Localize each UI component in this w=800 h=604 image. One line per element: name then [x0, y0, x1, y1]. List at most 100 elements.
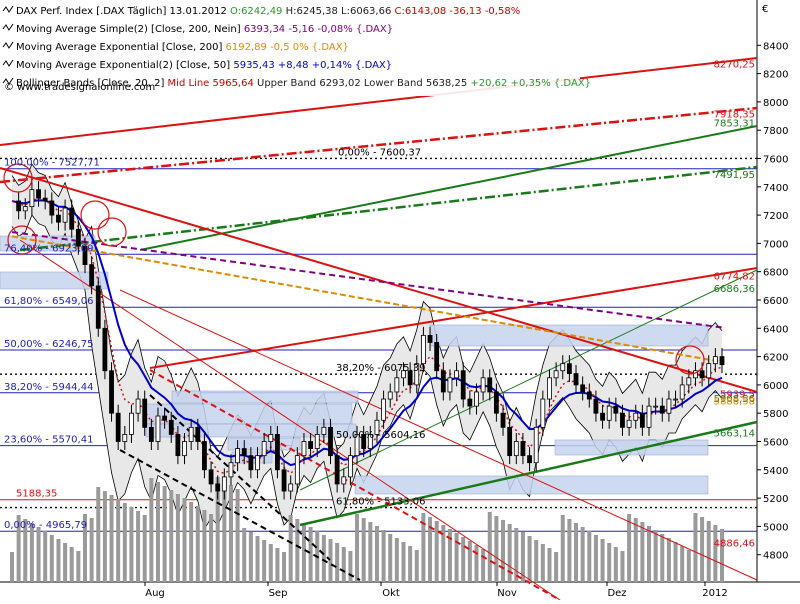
right-value-label: 5888,58 [714, 397, 755, 408]
x-tick-label: Okt [382, 588, 400, 599]
volume-bar [720, 529, 724, 582]
volume-bar [394, 538, 399, 582]
candle-body [16, 200, 22, 212]
volume-bar [607, 543, 612, 582]
volume-bar [673, 542, 678, 582]
y-tick-label: 8200 [763, 70, 788, 81]
volume-bar [202, 510, 207, 582]
candle-body [520, 441, 526, 457]
volume-bar [693, 513, 698, 582]
candle-body [387, 391, 393, 400]
volume-bar [215, 477, 220, 582]
volume-bar [574, 523, 579, 582]
candle-body [334, 455, 340, 485]
candle-body [613, 405, 619, 414]
candle-body [115, 412, 121, 442]
volume-bar [527, 536, 532, 582]
volume-bar [713, 525, 718, 582]
volume-bar [514, 528, 519, 582]
inner-fib-label: 38,20% - 6075,39 [336, 363, 425, 374]
candle-body [168, 419, 174, 435]
candle-body [421, 334, 426, 365]
legend-entry-value: Upper Band 6293,02 Lower Band 5638,25 [257, 78, 470, 89]
indicator-icon [2, 23, 14, 31]
candlesticks [16, 181, 725, 500]
candle-body [341, 476, 347, 485]
candle-body [29, 189, 35, 208]
candle-body [281, 469, 287, 492]
x-tick-label: 2012 [702, 588, 727, 599]
volume-bar [228, 485, 233, 582]
y-tick-label: 6000 [763, 381, 788, 392]
volume-bar [627, 514, 632, 582]
volume-bar [660, 534, 665, 582]
volume-bar [567, 519, 572, 582]
legend-entry-name: DAX Perf. Index [.DAX Täglich] 13.01.201… [16, 6, 230, 17]
candle-body [659, 405, 665, 414]
candle-body [527, 455, 532, 464]
candle-body [241, 448, 247, 457]
volume-bar [467, 541, 472, 582]
volume-bar [49, 535, 54, 582]
volume-bar [76, 551, 81, 582]
right-value-label: 5663,14 [714, 429, 755, 440]
volume-bars [10, 477, 724, 582]
volume-bar [43, 531, 48, 582]
candle-body [129, 412, 134, 435]
legend-entry-name: Moving Average Exponential(2) [Close, 50… [16, 60, 233, 71]
volume-bar [620, 551, 625, 582]
candle-body [699, 370, 705, 379]
candle-body [188, 426, 194, 442]
right-value-label: 8270,25 [714, 60, 755, 71]
y-tick-label: 6200 [763, 353, 788, 364]
volume-bar [633, 518, 638, 582]
x-axis-labels: Aug Sep Okt Nov Dez 2012 [144, 582, 728, 599]
volume-bar [162, 486, 167, 582]
highlight-circle [7, 225, 37, 255]
candle-body [606, 405, 612, 421]
volume-bar [388, 534, 393, 582]
bollinger-upper-band [11, 163, 723, 458]
candle-body [580, 384, 586, 393]
volume-bar [580, 527, 585, 582]
candle-body [314, 434, 320, 449]
legend-entry-name: Bollinger Bands [Close, 20, 2] [16, 78, 168, 89]
legend-entry-name: Moving Average Simple(2) [Close, 200, Ne… [16, 24, 244, 35]
candle-body [215, 483, 221, 492]
volume-bar [308, 527, 313, 582]
right-value-label: 4886,46 [714, 538, 755, 549]
candle-body [275, 434, 280, 471]
red-thin-line-2 [119, 289, 758, 581]
candle-body [374, 419, 380, 435]
candle-body [493, 391, 499, 414]
volume-bar [175, 494, 180, 582]
fib-labels: 100,00% - 7527,71 76,40% - 6923,09 61,80% … [4, 147, 425, 531]
candle-body [620, 412, 625, 428]
y-tick-label: 6600 [763, 296, 788, 307]
candle-body [679, 384, 685, 400]
legend-entry-value: L:6063,66 [341, 6, 394, 17]
candle-body [427, 334, 433, 343]
green-lower-support-line [299, 420, 758, 527]
volume-bar [428, 517, 433, 582]
candle-body [268, 434, 274, 442]
indicator-icon [2, 41, 14, 49]
volume-bar [520, 532, 525, 582]
volume-bar [29, 523, 34, 582]
volume-bar [109, 495, 114, 582]
volume-bar [142, 515, 147, 582]
legend-entry: DAX Perf. Index [.DAX Täglich] 13.01.201… [16, 6, 520, 17]
inner-fib-label: 0,00% - 7600,37 [338, 147, 421, 158]
x-tick-label: Nov [497, 588, 517, 599]
highlight-circle [3, 163, 33, 193]
volume-bar [355, 514, 360, 582]
highlight-circle [80, 200, 110, 230]
right-value-label: 5908,56 [714, 394, 755, 405]
volume-bar [414, 550, 419, 582]
candle-body [719, 356, 725, 366]
legend-entry-value: C:6143,08 -36,13 -0,58% [395, 6, 521, 17]
highlight-circle [675, 345, 705, 375]
red-falling-line [0, 167, 758, 393]
volume-bar [129, 507, 134, 582]
right-value-label: 6774,82 [714, 271, 755, 282]
